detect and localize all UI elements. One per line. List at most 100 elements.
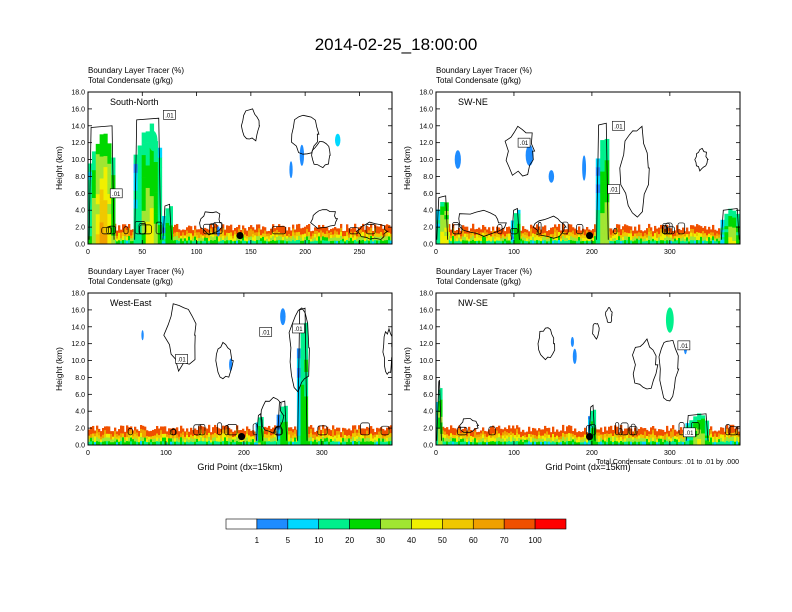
tracer-cell — [506, 227, 509, 231]
column-cell — [436, 440, 439, 445]
tracer-cell — [708, 438, 711, 443]
tracer-cell — [578, 226, 581, 231]
column-cell — [169, 206, 173, 211]
tracer-cell — [202, 235, 205, 239]
tracer-cell — [368, 438, 371, 442]
tracer-cell — [192, 430, 195, 434]
tracer-cell — [228, 438, 231, 442]
tracer-cell — [650, 233, 653, 238]
tracer-cell — [546, 434, 549, 439]
tracer-cell — [608, 437, 611, 442]
tracer-cell — [630, 233, 633, 238]
tracer-cell — [714, 235, 717, 239]
tracer-cell — [610, 441, 613, 445]
tracer-cell — [452, 235, 455, 241]
column-cell — [137, 234, 142, 244]
tracer-cell — [262, 226, 265, 231]
column-cell — [693, 436, 698, 440]
tracer-cell — [474, 241, 477, 244]
colorbar-swatch — [287, 518, 320, 530]
tracer-cell — [280, 233, 283, 238]
tracer-cell — [626, 431, 629, 436]
tracer-cell — [538, 431, 541, 436]
contour-label-text: .01 — [610, 188, 619, 194]
tracer-cell — [306, 236, 309, 241]
tracer-cell — [312, 241, 315, 244]
tracer-cell — [554, 224, 557, 229]
tracer-cell — [370, 239, 373, 244]
tracer-cell — [462, 438, 465, 443]
tracer-cell — [584, 434, 587, 439]
tracer-cell — [92, 437, 95, 442]
tracer-cell — [490, 430, 493, 435]
tracer-cell — [308, 441, 311, 445]
contour-label: .01 — [175, 354, 188, 364]
tracer-cell — [134, 441, 137, 445]
tracer-cell — [344, 236, 347, 240]
tracer-cell — [490, 434, 493, 439]
tracer-cell — [244, 442, 247, 445]
column-cell — [296, 416, 301, 426]
tracer-cell — [470, 237, 473, 242]
tracer-cell — [500, 232, 503, 236]
tracer-cell — [664, 234, 667, 239]
tracer-cell — [96, 433, 99, 438]
column-cell — [260, 428, 264, 432]
tracer-cell — [224, 235, 227, 239]
condensate-contour — [618, 428, 623, 436]
tracer-cell — [216, 441, 219, 445]
tracer-cell — [484, 237, 487, 241]
tracer-cell — [628, 226, 631, 230]
tracer-cell — [526, 241, 529, 244]
tracer-cell — [180, 238, 183, 242]
tracer-cell — [520, 238, 523, 242]
tracer-cell — [696, 228, 699, 233]
tracer-cell — [308, 231, 311, 237]
tracer-cell — [666, 441, 669, 445]
tracer-cell — [560, 235, 563, 239]
tracer-cell — [212, 240, 215, 244]
tracer-cell — [216, 240, 219, 244]
tracer-cell — [500, 428, 503, 433]
tracer-cell — [560, 241, 563, 244]
tracer-cell — [728, 438, 731, 442]
tracer-cell — [338, 431, 341, 435]
condensate-contour — [288, 307, 310, 393]
tracer-cell — [468, 241, 471, 244]
tracer-cell — [576, 439, 579, 443]
tracer-cell — [352, 227, 355, 232]
tracer-cell — [328, 233, 331, 237]
condensate-contour — [694, 147, 709, 172]
tracer-cell — [380, 437, 383, 442]
column-cell — [304, 322, 309, 336]
tracer-cell — [630, 441, 633, 445]
tracer-cell — [330, 439, 333, 443]
tracer-cell — [90, 441, 93, 445]
column-cell — [165, 222, 170, 227]
column-cell — [153, 233, 159, 244]
column-cell — [600, 223, 605, 234]
tracer-cell — [722, 427, 725, 432]
tracer-cell — [480, 436, 483, 440]
x-tick-label: 100 — [191, 249, 203, 256]
column-cell — [137, 184, 142, 196]
tracer-cell — [324, 441, 327, 445]
tracer-cell — [210, 439, 213, 443]
tracer-cell — [522, 438, 525, 443]
tracer-cell — [336, 434, 339, 439]
tracer-cell — [668, 231, 671, 235]
tracer-cell — [168, 428, 171, 432]
tracer-cell — [502, 441, 505, 445]
tracer-cell — [592, 229, 595, 233]
tracer-cell — [450, 433, 453, 438]
colorbar-swatch — [318, 518, 350, 530]
tracer-cell — [476, 442, 479, 445]
tracer-cell — [650, 230, 653, 235]
tracer-cell — [230, 228, 233, 233]
tracer-cell — [530, 240, 533, 244]
tracer-cell — [538, 428, 541, 432]
tracer-cell — [234, 237, 237, 242]
tracer-cell — [572, 230, 575, 235]
tracer-cell — [524, 442, 527, 445]
condensate-contour — [658, 339, 680, 402]
